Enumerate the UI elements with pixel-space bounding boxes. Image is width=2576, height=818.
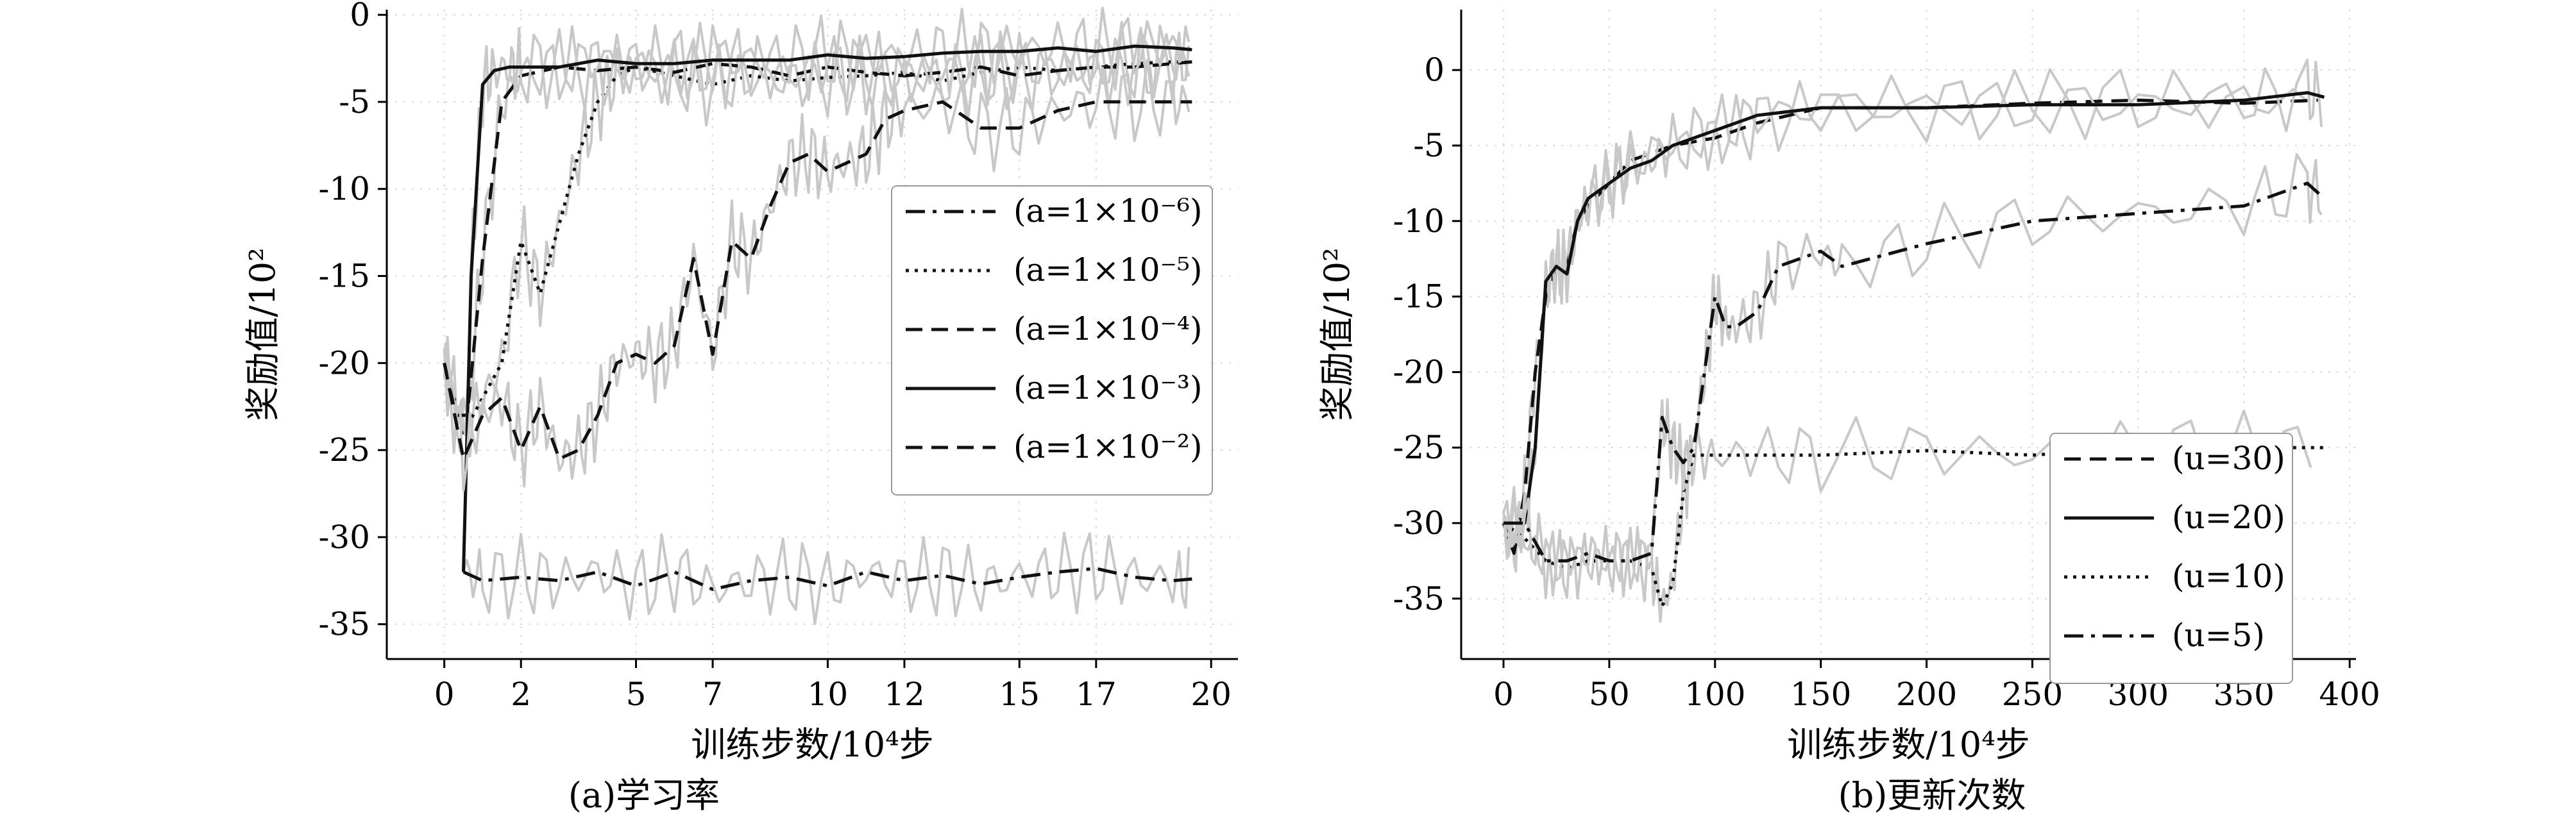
y-tick-label: -30 xyxy=(1393,505,1445,542)
y-tick-label: -25 xyxy=(318,431,370,469)
legend-label-4: (a=1×10⁻³) xyxy=(1013,369,1202,406)
series-raw-trace xyxy=(443,24,1191,436)
series-line-5 xyxy=(443,100,1192,461)
legend-label-5: (a=1×10⁻²) xyxy=(1013,428,1202,465)
legend-box xyxy=(891,185,1213,496)
legend-box xyxy=(2049,433,2293,684)
y-tick-label: 0 xyxy=(350,0,370,33)
line-chart-a: 0 -5 -10 -15 -20 -25 -30 -35 0 2 5 7 10 12 15 17 20 训练步数/… xyxy=(242,0,1238,765)
y-tick-label: 0 xyxy=(1424,51,1445,88)
legend-label-2: (a=1×10⁻⁵) xyxy=(1013,251,1202,288)
x-tick-label: 5 xyxy=(626,676,647,713)
y-tick-label: -35 xyxy=(318,606,370,643)
y-axis-label: 奖励值/10² xyxy=(242,247,283,421)
series-line-4 xyxy=(1504,181,2326,563)
y-tick-label: -10 xyxy=(1393,203,1445,240)
y-tick-label: -25 xyxy=(1393,429,1445,466)
series-raw-trace xyxy=(1502,58,2323,560)
x-tick-label: 7 xyxy=(702,676,723,713)
legend-label-3: (u=10) xyxy=(2172,558,2285,595)
x-tick-label: 17 xyxy=(1076,676,1117,713)
y-tick-label: -15 xyxy=(1393,278,1445,315)
x-tick-label: 50 xyxy=(1589,676,1630,713)
chart-panel-a: 0 -5 -10 -15 -20 -25 -30 -35 0 2 5 7 10 12 15 17 20 训练步数/… xyxy=(242,0,1238,815)
series-line-3 xyxy=(443,60,1192,417)
chart-panel-b: 0 -5 -10 -15 -20 -25 -30 -35 0 50 100 150 200 250 300 3… xyxy=(1288,0,2576,818)
y-tick-label: -10 xyxy=(318,171,370,208)
x-tick-label: 150 xyxy=(1790,676,1851,713)
legend-label-1: (u=30) xyxy=(2172,440,2285,477)
series-line-4 xyxy=(462,44,1192,572)
x-axis-label: 训练步数/10⁴步 xyxy=(691,724,934,763)
legend-label-1: (a=1×10⁻⁶) xyxy=(1013,192,1202,230)
y-axis-label: 奖励值/10² xyxy=(1317,247,1357,421)
legend-label-2: (u=20) xyxy=(2172,499,2285,536)
x-tick-label: 200 xyxy=(1896,676,1957,713)
series-raw-trace xyxy=(462,6,1191,567)
series-line-2 xyxy=(1504,91,2325,525)
x-axis-label: 训练步数/10⁴步 xyxy=(1787,724,2030,763)
chart-caption-a: (a)学习率 xyxy=(568,775,720,815)
x-tick-label: 0 xyxy=(1493,676,1514,713)
series-raw-trace xyxy=(462,531,1191,625)
y-tick-label: -35 xyxy=(1393,580,1445,617)
y-tick-label: -5 xyxy=(1413,127,1445,164)
series-raw-trace xyxy=(1502,153,2323,599)
x-tick-label: 12 xyxy=(884,676,925,713)
x-tick-label: 20 xyxy=(1191,676,1232,713)
x-tick-label: 15 xyxy=(999,676,1040,713)
legend-label-3: (a=1×10⁻⁴) xyxy=(1013,310,1202,347)
x-tick-label: 100 xyxy=(1684,676,1745,713)
x-tick-label: 0 xyxy=(434,676,455,713)
y-tick-label: -5 xyxy=(339,83,370,121)
y-tick-label: -20 xyxy=(1393,353,1445,390)
series-raw-trace xyxy=(443,58,1191,492)
line-chart-b: 0-5-10-15-20-25-30-350 50 100 150 200 250 300 3… xyxy=(1317,10,2380,765)
x-tick-label: 2 xyxy=(511,676,531,713)
chart-caption-b: (b)更新次数 xyxy=(1838,775,2026,815)
x-tick-label: 400 xyxy=(2319,676,2380,713)
y-tick-label: -15 xyxy=(318,258,370,295)
legend-label-4: (u=5) xyxy=(2172,617,2265,654)
y-tick-label: -30 xyxy=(318,519,370,556)
x-tick-label: 10 xyxy=(808,676,849,713)
y-tick-label: -20 xyxy=(318,344,370,381)
